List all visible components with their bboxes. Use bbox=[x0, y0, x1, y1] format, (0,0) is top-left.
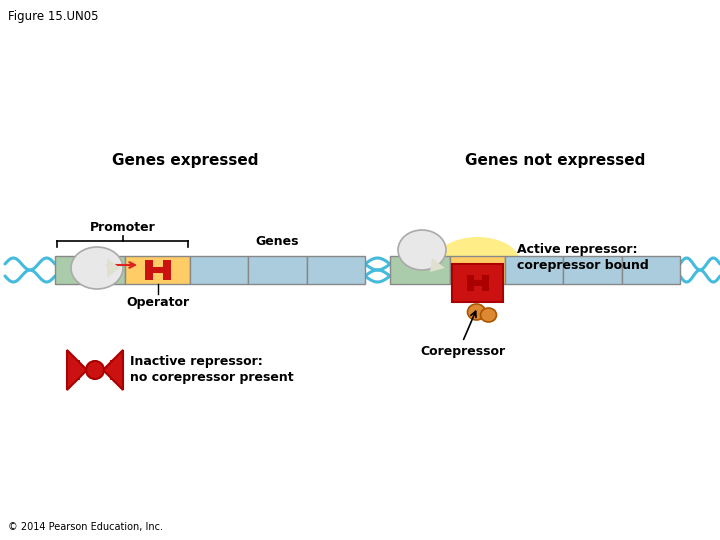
Text: no corepressor present: no corepressor present bbox=[130, 372, 294, 384]
Ellipse shape bbox=[467, 304, 485, 320]
Polygon shape bbox=[107, 258, 120, 278]
Bar bbox=[110, 367, 116, 373]
Bar bbox=[467, 280, 488, 286]
Text: Genes expressed: Genes expressed bbox=[112, 152, 258, 167]
Bar bbox=[110, 374, 116, 380]
Bar bbox=[248, 256, 307, 284]
Text: Operator: Operator bbox=[126, 296, 189, 309]
Bar bbox=[450, 256, 505, 284]
Bar bbox=[390, 256, 450, 284]
Polygon shape bbox=[103, 350, 123, 390]
Text: Figure 15.UN05: Figure 15.UN05 bbox=[8, 10, 99, 23]
Bar bbox=[452, 264, 503, 302]
Text: Corepressor: Corepressor bbox=[420, 345, 505, 358]
Text: Promoter: Promoter bbox=[89, 221, 156, 234]
Bar bbox=[74, 360, 80, 366]
Bar bbox=[145, 260, 153, 280]
Text: Genes: Genes bbox=[256, 235, 300, 248]
Text: Active repressor:: Active repressor: bbox=[517, 244, 637, 256]
Polygon shape bbox=[430, 258, 445, 272]
Bar bbox=[621, 256, 680, 284]
Bar bbox=[110, 360, 116, 366]
Bar bbox=[74, 374, 80, 380]
Ellipse shape bbox=[435, 237, 520, 287]
Bar bbox=[505, 256, 563, 284]
Bar bbox=[74, 367, 80, 373]
Bar bbox=[482, 275, 488, 291]
Ellipse shape bbox=[71, 247, 123, 289]
Bar bbox=[190, 256, 248, 284]
Bar bbox=[145, 267, 171, 273]
Bar bbox=[163, 260, 171, 280]
Text: Inactive repressor:: Inactive repressor: bbox=[130, 355, 263, 368]
Bar bbox=[125, 256, 190, 284]
Text: corepressor bound: corepressor bound bbox=[517, 259, 649, 272]
Circle shape bbox=[86, 361, 104, 379]
Ellipse shape bbox=[480, 308, 497, 322]
Bar bbox=[307, 256, 365, 284]
Text: Genes not expressed: Genes not expressed bbox=[465, 152, 645, 167]
Text: © 2014 Pearson Education, Inc.: © 2014 Pearson Education, Inc. bbox=[8, 522, 163, 532]
Bar bbox=[563, 256, 621, 284]
Bar bbox=[55, 256, 125, 284]
Polygon shape bbox=[67, 350, 87, 390]
Bar bbox=[467, 275, 474, 291]
Ellipse shape bbox=[398, 230, 446, 270]
